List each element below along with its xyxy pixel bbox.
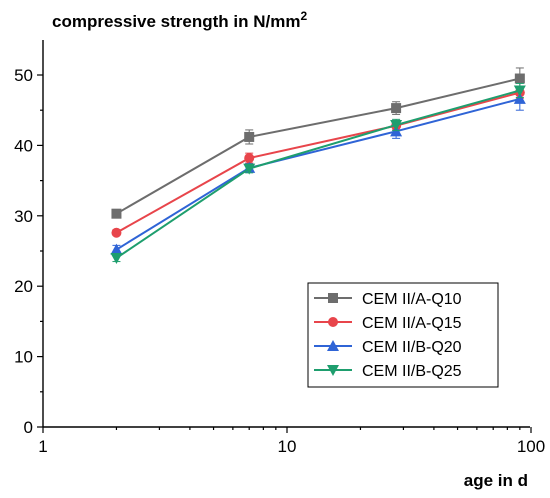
y-tick-label-50: 50: [14, 66, 33, 85]
series-line-3: [115, 89, 521, 259]
legend-entry-1: CEM II/A-Q15: [314, 315, 462, 332]
legend-label: CEM II/B-Q20: [362, 339, 462, 356]
data-point: [244, 153, 255, 164]
data-point: [111, 227, 122, 238]
data-point: [244, 131, 255, 142]
data-point: [391, 103, 402, 114]
y-tick-label-30: 30: [14, 207, 33, 226]
y-tick-label-10: 10: [14, 348, 33, 367]
series-line-0: [115, 77, 521, 215]
data-point: [513, 92, 526, 104]
x-tick-label-10: 10: [278, 437, 297, 456]
legend-marker: [328, 317, 338, 327]
legend: CEM II/A-Q10 CEM II/A-Q15 CEM II/B-Q20 CEM …: [307, 282, 499, 388]
data-point: [110, 253, 123, 265]
legend-entry-0: CEM II/A-Q10: [314, 291, 462, 308]
data-point: [513, 85, 526, 97]
y-tick-label-40: 40: [14, 136, 33, 155]
series-line-2: [115, 97, 521, 251]
x-tick-label-100: 100: [517, 437, 545, 456]
legend-marker: [328, 293, 338, 303]
legend-marker: [327, 365, 339, 376]
series-line-1: [115, 91, 521, 234]
x-ticks: 1 10 100: [38, 427, 545, 456]
data-point: [514, 73, 525, 84]
chart-title: compressive strength in N/mm2: [52, 9, 307, 31]
y-tick-label-20: 20: [14, 277, 33, 296]
data-point: [390, 119, 403, 131]
x-axis-label: age in d: [464, 471, 528, 490]
series-2: [110, 87, 526, 255]
series-3: [110, 82, 526, 265]
legend-label: CEM II/B-Q25: [362, 363, 462, 380]
legend-entry-2: CEM II/B-Q20: [314, 339, 462, 356]
legend-label: CEM II/A-Q15: [362, 315, 462, 332]
data-point: [243, 163, 256, 175]
data-point: [111, 208, 122, 219]
y-ticks: 0 10 20 30 40 50: [14, 66, 43, 437]
plot-area: [110, 67, 526, 265]
legend-entry-3: CEM II/B-Q25: [314, 363, 462, 380]
x-tick-label-1: 1: [38, 437, 47, 456]
data-point: [110, 243, 123, 255]
y-tick-label-0: 0: [24, 418, 33, 437]
series-0: [111, 67, 525, 219]
legend-marker: [327, 340, 339, 351]
legend-label: CEM II/A-Q10: [362, 291, 462, 308]
